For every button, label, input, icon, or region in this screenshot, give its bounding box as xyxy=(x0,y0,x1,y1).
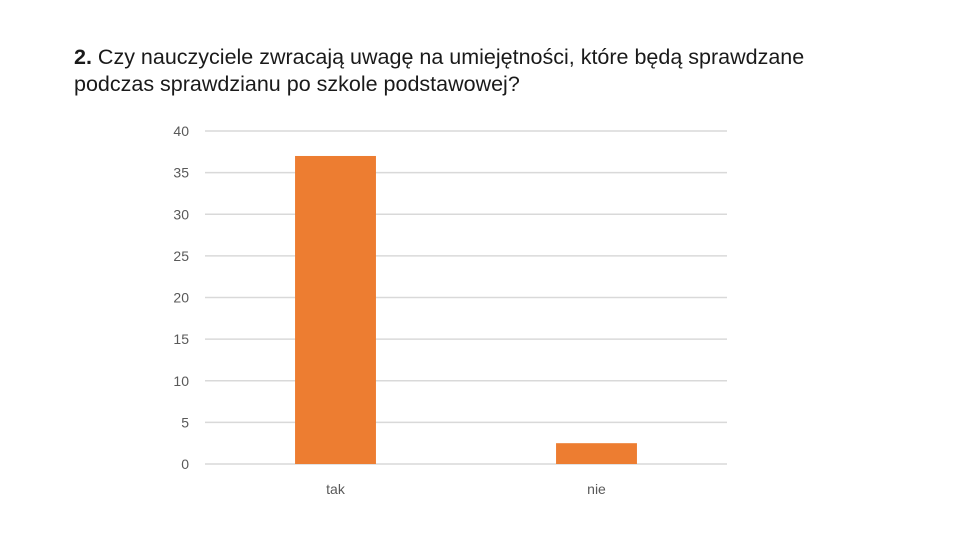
y-axis-ticks: 0 5 10 15 20 25 30 35 40 xyxy=(173,123,189,472)
bar-nie xyxy=(556,443,637,464)
y-tick-label: 10 xyxy=(173,373,189,389)
y-tick-label: 35 xyxy=(173,165,189,181)
y-tick-label: 40 xyxy=(173,123,189,139)
bar-tak xyxy=(295,155,376,464)
x-tick-label: nie xyxy=(587,481,606,497)
question-title: 2. Czy nauczyciele zwracają uwagę na umi… xyxy=(74,44,854,98)
grid-lines xyxy=(205,130,727,465)
y-tick-label: 25 xyxy=(173,248,189,264)
bars xyxy=(295,155,637,464)
y-tick-label: 0 xyxy=(181,456,189,472)
x-tick-label: tak xyxy=(326,481,346,497)
x-axis-ticks: tak nie xyxy=(326,481,606,497)
y-tick-label: 5 xyxy=(181,414,189,430)
question-text: Czy nauczyciele zwracają uwagę na umieję… xyxy=(74,45,805,96)
question-number: 2. xyxy=(74,45,92,69)
y-tick-label: 20 xyxy=(173,290,189,306)
y-tick-label: 30 xyxy=(173,206,189,222)
y-tick-label: 15 xyxy=(173,331,189,347)
